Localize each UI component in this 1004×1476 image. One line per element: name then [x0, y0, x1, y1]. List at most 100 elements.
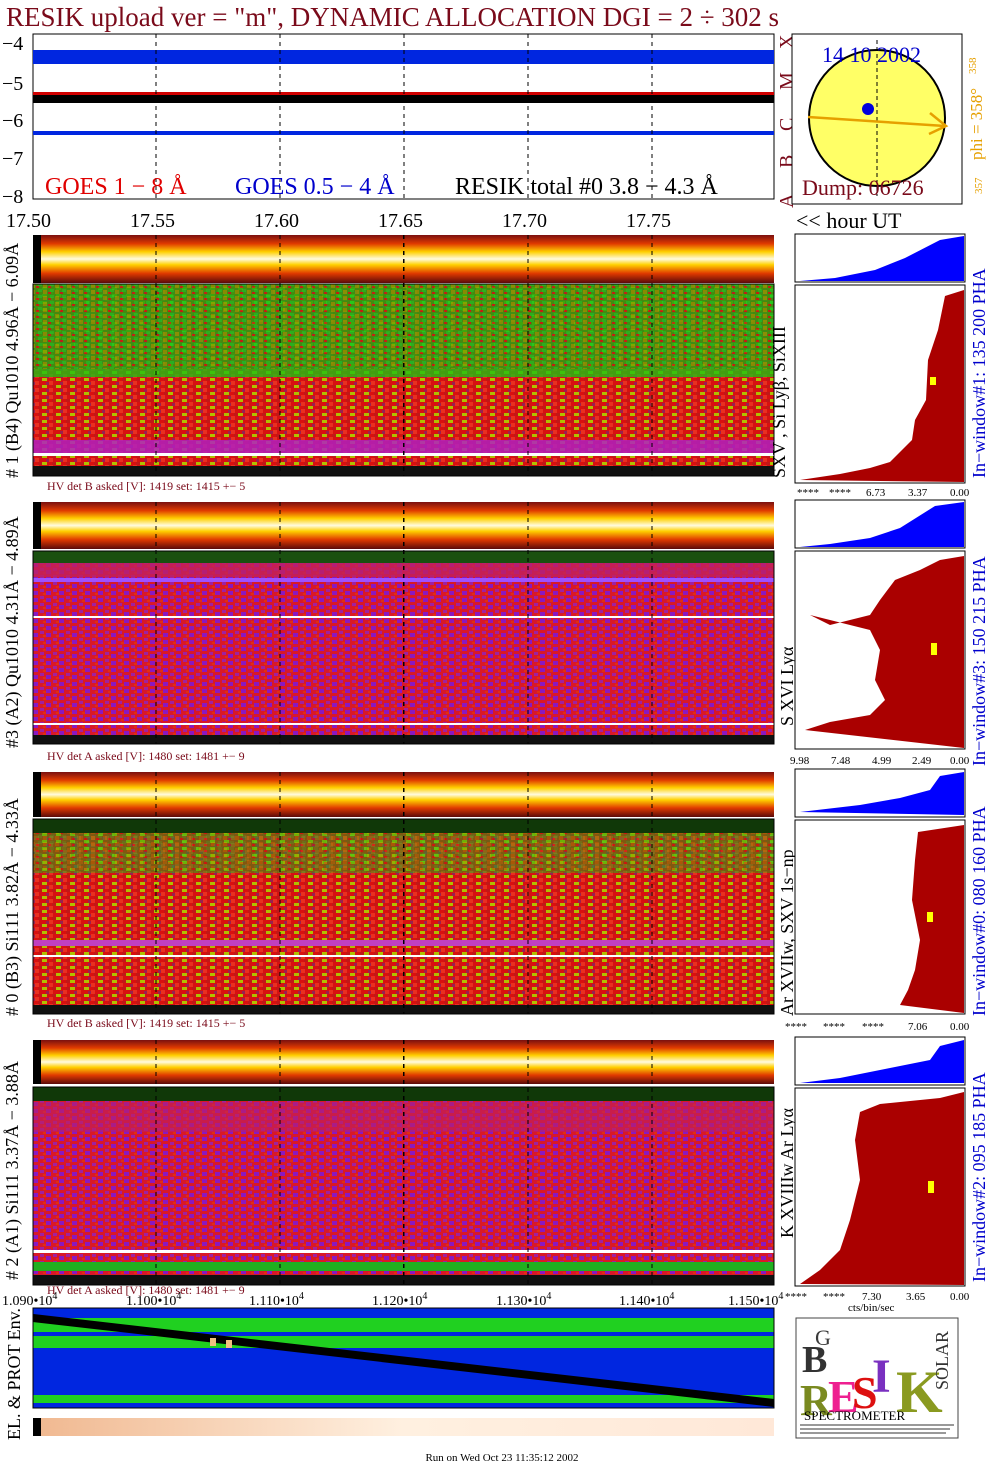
hist-tick-label: **** [829, 487, 851, 499]
y-tick-label: −6 [2, 110, 23, 132]
env-panel: EL. & PROT Env. [4, 1307, 775, 1440]
channel-1-hist-axis: **** **** 6.73 3.37 0.00 [797, 487, 970, 499]
phi-angle-low: 357 [973, 177, 985, 194]
channel-0-window-label: In−window#0: 080 160 PHA [969, 806, 989, 1016]
channel-3-thin-spectrogram [33, 502, 774, 549]
hist-tick-label: **** [823, 1291, 845, 1303]
channel-0-thin-spectrogram [33, 772, 774, 817]
hist-tick-label: 0.00 [950, 1291, 970, 1303]
resik-total-legend: RESIK total #0 3.8 − 4.3 Å [455, 174, 719, 200]
time-axis-ticks: 17.50 17.55 17.60 17.65 17.70 17.75 [6, 210, 671, 232]
pha-histograms: **** **** 6.73 3.37 0.00 9.98 7.48 4.99 … [785, 233, 970, 1314]
goes-long-trace [33, 92, 774, 97]
env-tick-label: 1.130•104 [496, 1291, 551, 1309]
channel-3-label: #3 (A2) Qu1010 4.31Å − 4.89Å [2, 516, 23, 748]
channel-1-label: # 1 (B4) Qu1010 4.96Å − 6.09Å [2, 243, 23, 478]
channel-3-hv-readout: HV det A asked [V]: 1480 set: 1481 +− 9 [47, 749, 245, 763]
hist-tick-label: **** [823, 1021, 845, 1033]
phi-angle-readout: phi = 358° 358 [967, 57, 986, 160]
observation-date: 14 10 2002 [822, 42, 921, 67]
channel-3-red-histogram [805, 556, 964, 748]
logo-letter: K [896, 1359, 943, 1425]
channel-1-hv-readout: HV det B asked [V]: 1419 set: 1415 +− 5 [47, 479, 245, 493]
hist-tick-label: **** [862, 1021, 884, 1033]
hist-tick-label: **** [785, 1021, 807, 1033]
channel-1-blue-histogram [800, 236, 964, 281]
env-trend-line [32, 1314, 775, 1407]
hist-tick-label: 7.30 [862, 1291, 882, 1303]
hist-tick-label: 6.73 [866, 487, 886, 499]
orbit-track [807, 115, 946, 128]
hist-unit-label: cts/bin/sec [848, 1302, 895, 1314]
channel-3-hist-axis: 9.98 7.48 4.99 2.49 0.00 [790, 755, 970, 767]
hist-tick-label: 9.98 [790, 755, 810, 767]
resik-logo: B R G E S I K SOLAR SPECTROMETER [795, 1317, 959, 1439]
goes-short-band [33, 50, 774, 64]
env-tick-label: 1.110•104 [249, 1291, 304, 1309]
y-tick-label: −8 [2, 186, 23, 208]
time-tick-label: 17.75 [626, 210, 671, 232]
env-x-axis: 1.090•104 1.100•104 1.110•104 1.120•104 1.13… [2, 1291, 783, 1309]
channel-2-window-label: In−window#2: 095 185 PHA [969, 1072, 989, 1282]
env-tick-label: 1.120•104 [372, 1291, 427, 1309]
channel-3-lines-label: S XVI Lyα [777, 646, 797, 726]
channel-0-hist-axis: **** **** **** 7.06 0.00 [785, 1021, 970, 1033]
sun-panel: 14 10 2002 Dump: 06726 phi = 358° 358 35… [791, 33, 986, 205]
run-timestamp: Run on Wed Oct 23 11:35:12 2002 [425, 1452, 579, 1464]
spectrogram-time-grid [155, 235, 653, 1285]
logo-letter: R [800, 1376, 833, 1425]
env-tick-label: 1.150•104 [728, 1291, 783, 1309]
env-tick-label: 1.090•104 [2, 1291, 57, 1309]
logo-solar: SOLAR [932, 1331, 952, 1390]
env-label: EL. & PROT Env. [4, 1308, 24, 1440]
logo-caption: SPECTROMETER [804, 1408, 905, 1423]
satellite-position-marker [862, 103, 874, 115]
page-title: RESIK upload ver = "m", DYNAMIC ALLOCATI… [6, 2, 780, 32]
logo-letter: G [815, 1325, 831, 1350]
channel-1-lines-label: SXV , Si Lyβ, SiXIII [769, 326, 789, 478]
hist-tick-label: 2.49 [912, 755, 932, 767]
channel-2-label: # 2 (A1) Si111 3.37Å − 3.88Å [2, 1061, 23, 1280]
channel-2-hist-axis: **** **** 7.30 3.65 0.00 [785, 1291, 970, 1303]
channel-2-lines-label: K XVIIIw Ar Lyα [777, 1108, 797, 1238]
phi-angle-high: 358 [967, 57, 979, 74]
dump-number: Dump: 06726 [802, 175, 924, 200]
channel-3-blue-histogram [800, 502, 964, 547]
hist-tick-label: **** [785, 1291, 807, 1303]
hist-tick-label: 0.00 [950, 755, 970, 767]
time-tick-label: 17.65 [378, 210, 423, 232]
env-tick-label: 1.100•104 [126, 1291, 181, 1309]
hist-tick-label: 0.00 [950, 487, 970, 499]
hist-tick-label: **** [797, 487, 819, 499]
y-tick-label: −7 [2, 148, 23, 170]
channel-1-red-histogram [800, 290, 964, 482]
channel-2-blue-histogram [800, 1040, 964, 1083]
channel-2-thin-spectrogram [33, 1040, 774, 1084]
hist-tick-label: 7.48 [831, 755, 851, 767]
channel-2-hv-readout: HV det A asked [V]: 1480 set: 1481 +− 9 [47, 1283, 245, 1297]
hist-tick-label: 4.99 [872, 755, 892, 767]
env-tick-label: 1.140•104 [619, 1291, 674, 1309]
channel-1-window-label: In−window#1: 135 200 PHA [969, 268, 989, 478]
y-tick-label: −5 [2, 73, 23, 95]
channel-0-hv-readout: HV det B asked [V]: 1419 set: 1415 +− 5 [47, 1016, 245, 1030]
hist-tick-label: 0.00 [950, 1021, 970, 1033]
phi-angle-label: phi = 358° [967, 88, 986, 160]
lightcurve-panel: −4 −5 −6 −7 −8 GOES 1 − 8 Å GOES 0.5 − 4… [2, 33, 902, 233]
lightcurve-y-ticks: −4 −5 −6 −7 −8 [2, 33, 23, 208]
channel-0-lines-label: Ar XVIIw, SXV 1s−np [777, 849, 797, 1016]
hist-tick-label: 3.37 [908, 487, 928, 499]
logo-letter: B [802, 1339, 827, 1381]
channel-0-blue-histogram [800, 772, 964, 815]
orbit-arrow-icon [928, 112, 949, 136]
channel-2-red-histogram [800, 1092, 964, 1285]
time-tick-label: 17.70 [502, 210, 547, 232]
hist-tick-label: 7.06 [908, 1021, 928, 1033]
y-tick-label: −4 [2, 33, 23, 55]
time-axis-unit: << hour UT [796, 208, 902, 233]
time-tick-label: 17.50 [6, 210, 51, 232]
channel-0-label: # 0 (B3) Si111 3.82Å − 4.33Å [2, 798, 23, 1016]
logo-letter: S [852, 1367, 878, 1418]
lightcurve-grid [155, 34, 653, 199]
